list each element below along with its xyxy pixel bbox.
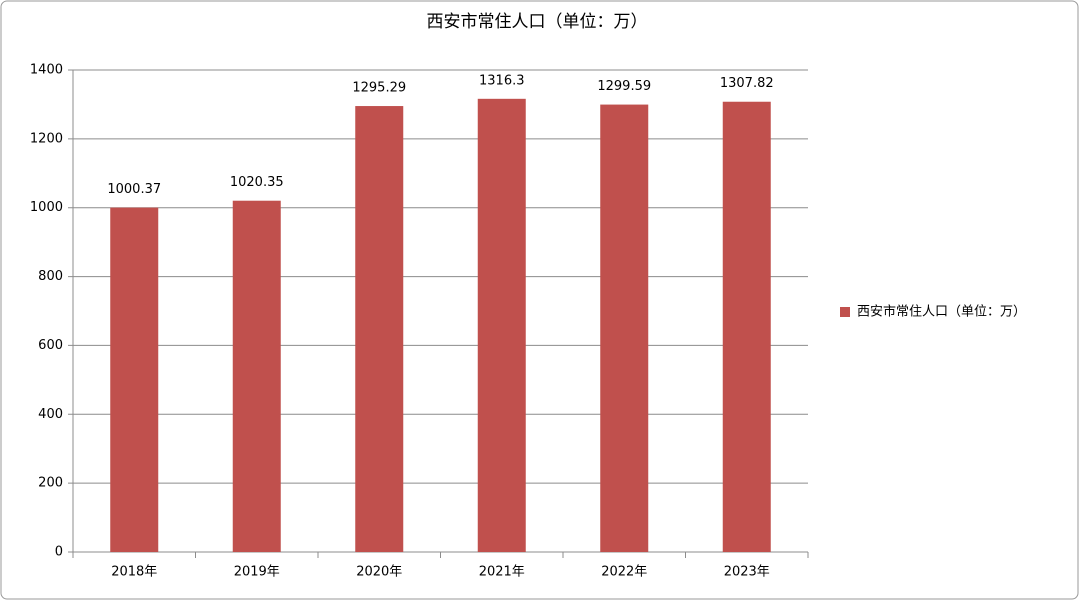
bar <box>477 98 526 552</box>
x-tick-label: 2020年 <box>356 565 402 580</box>
chart-title: 西安市常住人口（单位：万） <box>427 12 648 32</box>
bar <box>722 101 771 552</box>
x-tick-label: 2019年 <box>234 565 280 580</box>
y-tick-label: 0 <box>55 545 63 560</box>
data-label: 1307.82 <box>720 76 774 91</box>
x-tick-label: 2023年 <box>724 565 770 580</box>
x-tick-label: 2018年 <box>111 565 157 580</box>
y-tick-label: 1000 <box>30 200 63 215</box>
x-tick-label: 2022年 <box>601 565 647 580</box>
bar <box>355 106 404 552</box>
y-tick-label: 1400 <box>30 63 63 78</box>
data-label: 1295.29 <box>352 81 406 96</box>
data-label: 1020.35 <box>230 175 284 190</box>
y-tick-label: 600 <box>38 338 63 353</box>
legend-swatch <box>840 307 850 317</box>
data-label: 1316.3 <box>479 73 525 88</box>
y-tick-label: 400 <box>38 407 63 422</box>
data-label: 1000.37 <box>107 182 161 197</box>
bar <box>232 200 281 552</box>
x-tick-label: 2021年 <box>479 565 525 580</box>
legend-label: 西安市常住人口（单位：万） <box>857 304 1026 320</box>
bar <box>600 104 649 552</box>
bar <box>110 207 159 552</box>
y-tick-label: 800 <box>38 269 63 284</box>
y-tick-label: 1200 <box>30 131 63 146</box>
data-label: 1299.59 <box>597 79 651 94</box>
y-tick-label: 200 <box>38 476 63 491</box>
